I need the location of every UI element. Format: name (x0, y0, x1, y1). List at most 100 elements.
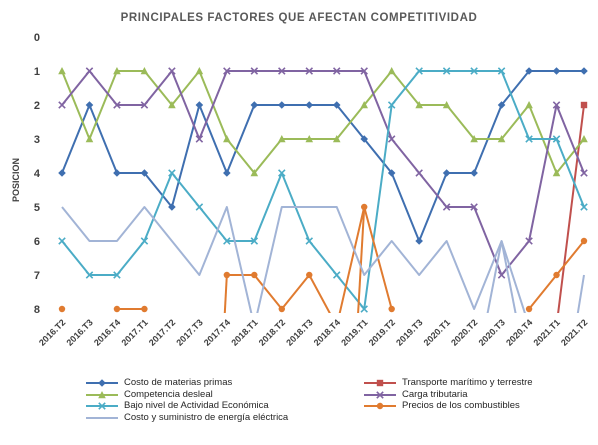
data-point (98, 390, 106, 398)
data-point (387, 135, 396, 143)
data-point (580, 237, 588, 245)
legend-item: Bajo nivel de Actividad Económica (84, 400, 354, 412)
x-tick-label: 2019.T2 (367, 317, 397, 347)
y-tick-label: 8 (34, 304, 40, 316)
data-point (250, 101, 259, 109)
legend-swatch (364, 379, 396, 387)
series-path (61, 70, 585, 310)
data-point (195, 101, 204, 109)
data-point (442, 169, 451, 177)
data-point (113, 169, 121, 177)
data-point (195, 67, 204, 75)
series-path (557, 104, 585, 313)
chart-title: PRINCIPALES FACTORES QUE AFECTAN COMPETI… (120, 12, 478, 24)
data-point (140, 237, 149, 245)
legend-label: Transporte marítimo y terrestre (402, 377, 533, 388)
x-tick-label: 2018.T3 (284, 317, 314, 347)
data-point (376, 390, 384, 399)
data-point (277, 135, 286, 143)
data-point (332, 67, 341, 75)
data-point (552, 101, 561, 109)
data-point (525, 305, 533, 313)
data-point (580, 101, 588, 109)
y-tick-label: 0 (34, 32, 40, 44)
legend-swatch (364, 390, 396, 399)
data-point (305, 237, 314, 245)
data-point (388, 305, 395, 313)
data-point (305, 101, 314, 109)
legend-label: Costo de materias primas (124, 377, 233, 388)
series-line (58, 67, 588, 313)
data-point (442, 101, 451, 109)
data-point (251, 271, 258, 279)
data-point (58, 101, 66, 109)
legend-label: Carga tributaria (402, 388, 468, 400)
data-point (470, 169, 478, 177)
data-point (360, 135, 369, 143)
legend-swatch (364, 402, 396, 410)
data-point (332, 135, 341, 143)
series-segment (223, 274, 228, 313)
x-tick-label: 2020.T4 (504, 317, 534, 347)
x-tick-label: 2019.T1 (339, 317, 369, 347)
y-tick-label: 7 (34, 270, 40, 282)
legend-swatch (86, 379, 118, 387)
x-tick-label: 2018.T4 (312, 317, 342, 347)
x-tick-label: 2017.T1 (119, 317, 149, 347)
data-point (525, 67, 533, 75)
data-point (525, 237, 533, 245)
legend-label: Competencia desleal (124, 388, 213, 400)
data-point (552, 135, 561, 143)
x-tick-label: 2019.T3 (394, 317, 424, 347)
data-point (525, 135, 533, 143)
data-point (360, 305, 368, 313)
series-segment (486, 240, 503, 313)
data-point (98, 402, 106, 410)
data-point (387, 67, 396, 75)
data-point (140, 67, 149, 75)
data-point (360, 67, 368, 75)
data-point (470, 203, 478, 211)
x-tick-label: 2016.T4 (92, 317, 122, 347)
data-point (306, 271, 313, 279)
legend-swatch (86, 402, 118, 410)
data-point (113, 67, 121, 75)
legend-item: Competencia desleal (84, 389, 354, 401)
legend-swatch (86, 416, 118, 419)
data-point (442, 67, 451, 75)
data-point (141, 305, 148, 313)
data-point (250, 169, 259, 177)
data-point (168, 203, 176, 211)
data-point (195, 203, 204, 211)
data-point (250, 237, 259, 245)
x-tick-label: 2020.T1 (422, 317, 452, 347)
data-point (361, 203, 368, 211)
data-point (580, 169, 588, 177)
data-point (552, 67, 561, 75)
legend-item: Transporte marítimo y terrestre (362, 377, 598, 389)
y-tick-label: 4 (34, 168, 41, 180)
data-point (168, 101, 176, 109)
x-axis: 2016.T22016.T32016.T42017.T12017.T22017.… (37, 317, 589, 347)
x-tick-label: 2020.T3 (477, 317, 507, 347)
data-point (58, 305, 66, 313)
y-tick-label: 5 (34, 202, 40, 214)
series-line (58, 67, 588, 245)
data-point (278, 305, 285, 313)
legend-label: Precios de los combustibles (402, 400, 520, 411)
y-tick-label: 2 (34, 100, 40, 112)
data-point (497, 101, 506, 109)
data-point (223, 237, 231, 245)
data-point (415, 237, 423, 245)
data-point (415, 101, 423, 109)
x-tick-label: 2017.T3 (174, 317, 204, 347)
data-point (278, 169, 286, 177)
data-point (168, 169, 176, 177)
y-axis-label: POSICION (11, 158, 21, 202)
x-tick-label: 2016.T3 (64, 317, 94, 347)
data-point (580, 135, 588, 143)
data-point (223, 271, 231, 279)
data-point (305, 135, 314, 143)
data-point (525, 101, 533, 109)
data-point (113, 271, 121, 279)
